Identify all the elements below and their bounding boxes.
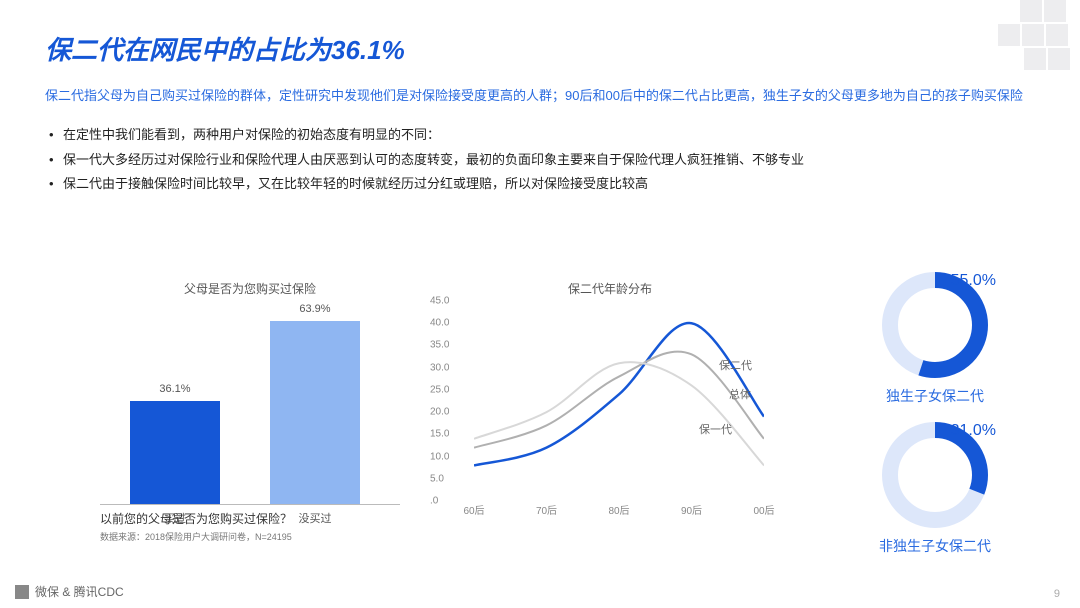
bar-value-label: 36.1% bbox=[130, 383, 220, 395]
bullet-item: 保一代大多经历过对保险行业和保险代理人由厌恶到认可的态度转变，最初的负面印象主要… bbox=[45, 148, 1035, 173]
y-tick: 30.0 bbox=[430, 362, 449, 373]
y-tick: 40.0 bbox=[430, 318, 449, 329]
bar: 36.1% bbox=[130, 401, 220, 504]
bar: 63.9% bbox=[270, 321, 360, 504]
y-tick: .0 bbox=[430, 496, 438, 507]
y-tick: 45.0 bbox=[430, 296, 449, 307]
bar-chart: 父母是否为您购买过保险 36.1%买过63.9%没买过 以前您的父母是否为您购买… bbox=[100, 280, 400, 505]
y-tick: 5.0 bbox=[430, 473, 444, 484]
line-chart: 保二代年龄分布 .0 5.0 10.0 15.0 20.0 25.0 30.0 35.0 40.… bbox=[430, 280, 790, 521]
y-tick: 10.0 bbox=[430, 451, 449, 462]
slide-title: 保二代在网民中的占比为36.1% bbox=[45, 30, 1035, 67]
x-tick: 70后 bbox=[536, 502, 557, 517]
donut-2-value: 31.0% bbox=[951, 422, 996, 440]
bar-value-label: 63.9% bbox=[270, 303, 360, 315]
y-tick: 15.0 bbox=[430, 429, 449, 440]
bullet-item: 在定性中我们能看到，两种用户对保险的初始态度有明显的不同： bbox=[45, 123, 1035, 148]
donut-2-label: 非独生子女保二代 bbox=[850, 536, 1020, 556]
donut-1-value: 55.0% bbox=[951, 272, 996, 290]
bar-chart-question: 以前您的父母是否为您购买过保险？ bbox=[100, 510, 292, 527]
x-tick: 80后 bbox=[608, 502, 629, 517]
bullet-list: 在定性中我们能看到，两种用户对保险的初始态度有明显的不同：保一代大多经历过对保险… bbox=[45, 123, 1035, 197]
page-number: 9 bbox=[1054, 588, 1060, 600]
line-series bbox=[474, 323, 764, 465]
footer: 微保 & 腾讯CDC bbox=[15, 583, 124, 600]
series-label: 总体 bbox=[729, 386, 751, 402]
y-tick: 20.0 bbox=[430, 407, 449, 418]
bar-chart-title: 父母是否为您购买过保险 bbox=[100, 280, 400, 297]
bar-chart-source: 数据来源：2018保险用户大调研问卷，N=24195 bbox=[100, 530, 292, 543]
donut-chart-1: 55.0% 独生子女保二代 bbox=[850, 270, 1020, 406]
slide-subtitle: 保二代指父母为自己购买过保险的群体，定性研究中发现他们是对保险接受度更高的人群；… bbox=[45, 85, 1035, 107]
footer-text: 微保 & 腾讯CDC bbox=[35, 583, 124, 600]
line-chart-title: 保二代年龄分布 bbox=[430, 280, 790, 297]
x-tick: 90后 bbox=[681, 502, 702, 517]
series-label: 保二代 bbox=[719, 357, 752, 373]
bullet-item: 保二代由于接触保险时间比较早，又在比较年轻的时候就经历过分红或理赔，所以对保险接… bbox=[45, 172, 1035, 197]
donut-chart-2: 31.0% 非独生子女保二代 bbox=[850, 420, 1020, 556]
x-tick: 60后 bbox=[463, 502, 484, 517]
y-tick: 35.0 bbox=[430, 340, 449, 351]
y-tick: 25.0 bbox=[430, 384, 449, 395]
series-label: 保一代 bbox=[699, 421, 732, 437]
donut-1-label: 独生子女保二代 bbox=[850, 386, 1020, 406]
footer-logo-icon bbox=[15, 585, 29, 599]
x-tick: 00后 bbox=[753, 502, 774, 517]
corner-decoration bbox=[940, 0, 1080, 80]
